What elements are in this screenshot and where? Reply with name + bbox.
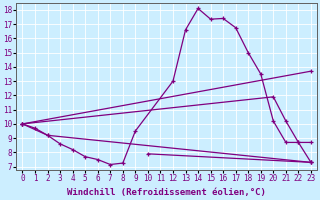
- X-axis label: Windchill (Refroidissement éolien,°C): Windchill (Refroidissement éolien,°C): [67, 188, 266, 197]
